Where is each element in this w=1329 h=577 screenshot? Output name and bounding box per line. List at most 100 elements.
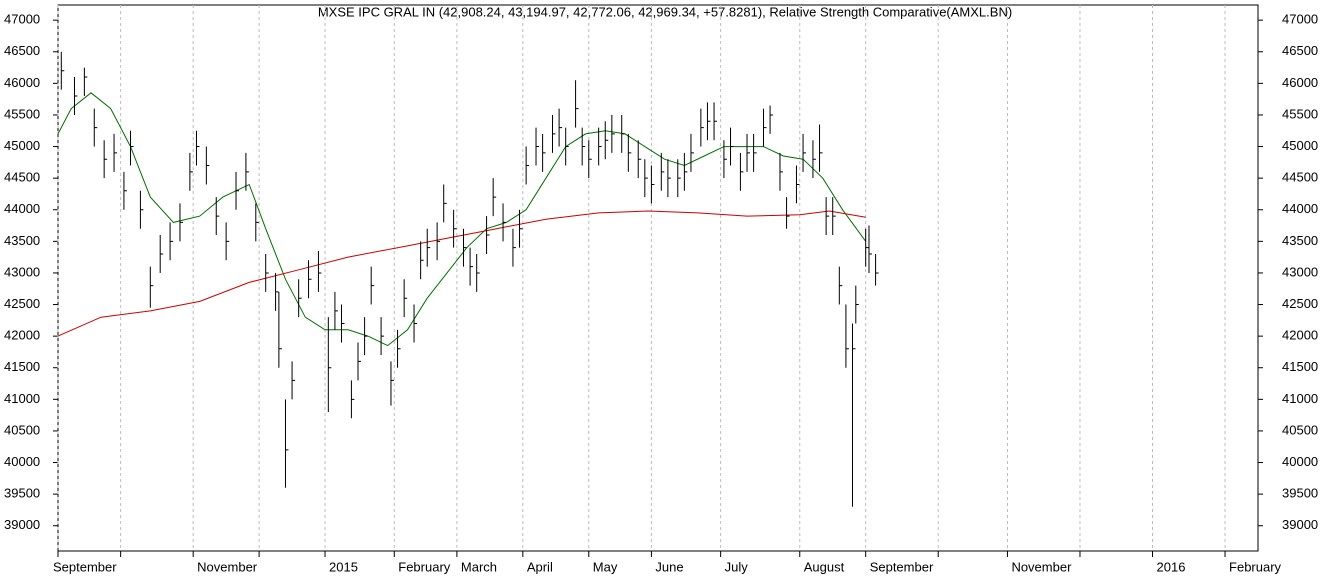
x-tick-label: September	[870, 559, 934, 574]
y-tick-label: 39500	[4, 486, 40, 501]
ohlc-bar	[852, 323, 856, 507]
ohlc-bar	[838, 266, 843, 305]
moving-average	[57, 210, 866, 337]
y-tick-label: 41500	[4, 359, 40, 374]
ohlc-bar	[786, 197, 790, 229]
ohlc-bar	[795, 165, 800, 204]
ohlc-bar	[93, 108, 98, 147]
y-tick-label: 40000	[4, 454, 40, 469]
ohlc-bar	[195, 130, 200, 166]
ohlc-bar	[169, 222, 174, 261]
y-tick-label: 43500	[4, 233, 40, 248]
ohlc-bar	[130, 130, 134, 166]
ohlc-bar	[812, 140, 816, 179]
ohlc-bar	[123, 171, 127, 210]
ohlc-bar	[611, 114, 615, 153]
x-tick-label: April	[527, 559, 553, 574]
ohlc-bar	[476, 253, 480, 292]
ohlc-bar	[535, 127, 540, 166]
ohlc-bar	[779, 152, 783, 191]
ohlc-bar	[667, 159, 671, 198]
ohlc-bar	[215, 197, 220, 236]
ohlc-bar	[825, 197, 830, 236]
y2-tick-label: 42500	[1282, 296, 1318, 311]
ohlc-bar	[802, 133, 807, 172]
x-tick-label: May	[593, 559, 618, 574]
ohlc-bar	[588, 140, 592, 179]
ohlc-bar	[637, 140, 642, 179]
ohlc-bar	[278, 291, 282, 368]
x-tick-label: February	[1229, 559, 1282, 574]
ohlc-bar	[753, 133, 757, 172]
ohlc-bar	[677, 159, 681, 198]
ohlc-bar	[453, 209, 457, 248]
ohlc-bar	[83, 67, 88, 96]
ohlc-bar	[390, 361, 394, 406]
y2-tick-label: 43000	[1282, 264, 1318, 279]
y-tick-label: 44000	[4, 201, 40, 216]
y2-tick-label: 40500	[1282, 422, 1318, 437]
y2-tick-label: 40000	[1282, 454, 1318, 469]
ohlc-bar	[317, 250, 322, 292]
ohlc-bar	[660, 152, 665, 191]
ohlc-bar	[683, 152, 688, 191]
y-tick-label: 39000	[4, 517, 40, 532]
ohlc-bar	[565, 127, 569, 166]
y2-tick-label: 43500	[1282, 233, 1318, 248]
ohlc-bar	[855, 285, 859, 324]
y2-tick-label: 41500	[1282, 359, 1318, 374]
x-tick-label: February	[398, 559, 451, 574]
ohlc-bar	[627, 133, 632, 172]
ohlc-bar	[334, 291, 338, 330]
ohlc-bar	[542, 133, 546, 172]
ohlc-bar	[308, 260, 312, 299]
ohlc-bar	[341, 304, 345, 343]
ohlc-bar	[179, 203, 183, 242]
ohlc-bar	[235, 171, 240, 210]
ohlc-bar	[73, 77, 78, 115]
ohlc-bar	[113, 133, 118, 172]
y-tick-label: 43000	[4, 264, 40, 279]
ohlc-bar	[60, 51, 65, 90]
ohlc-bar	[403, 279, 408, 318]
ohlc-bar	[413, 304, 418, 343]
ohlc-bar	[512, 228, 516, 267]
y2-tick-label: 39000	[1282, 517, 1318, 532]
y2-tick-label: 41000	[1282, 391, 1318, 406]
y2-tick-label: 45000	[1282, 138, 1318, 153]
ohlc-bar	[350, 380, 355, 419]
ohlc-bar	[845, 304, 849, 368]
y2-tick-label: 46000	[1282, 75, 1318, 90]
ohlc-bar	[604, 121, 609, 160]
y-tick-label: 47000	[4, 12, 40, 27]
ohlc-bar	[225, 222, 230, 261]
y-tick-label: 42500	[4, 296, 40, 311]
y2-tick-label: 47000	[1282, 12, 1318, 27]
ohlc-bar	[868, 225, 872, 273]
ohlc-bar	[255, 203, 259, 242]
ohlc-bar	[436, 222, 441, 261]
ohlc-bar	[739, 152, 744, 191]
ohlc-bar	[486, 216, 490, 254]
ohlc-bar	[462, 228, 467, 267]
ohlc-bar	[284, 399, 289, 488]
ohlc-bar	[621, 114, 625, 153]
ohlc-bar	[159, 235, 164, 273]
ohlc-bar	[265, 253, 269, 292]
y-tick-label: 44500	[4, 170, 40, 185]
ohlc-bar	[149, 266, 154, 308]
ohlc-bar	[552, 114, 556, 153]
ohlc-bar	[581, 127, 586, 166]
ohlc-bar	[575, 80, 579, 128]
ohlc-bar	[558, 108, 563, 147]
y2-tick-label: 42000	[1282, 328, 1318, 343]
y2-tick-label: 39500	[1282, 486, 1318, 501]
y-tick-label: 41000	[4, 391, 40, 406]
ohlc-bar	[443, 184, 447, 223]
ohlc-bar	[189, 152, 193, 191]
ohlc-bar	[205, 146, 210, 185]
ohlc-bar	[598, 127, 602, 166]
ohlc-bar	[762, 108, 767, 147]
ohlc-bar	[713, 102, 718, 141]
